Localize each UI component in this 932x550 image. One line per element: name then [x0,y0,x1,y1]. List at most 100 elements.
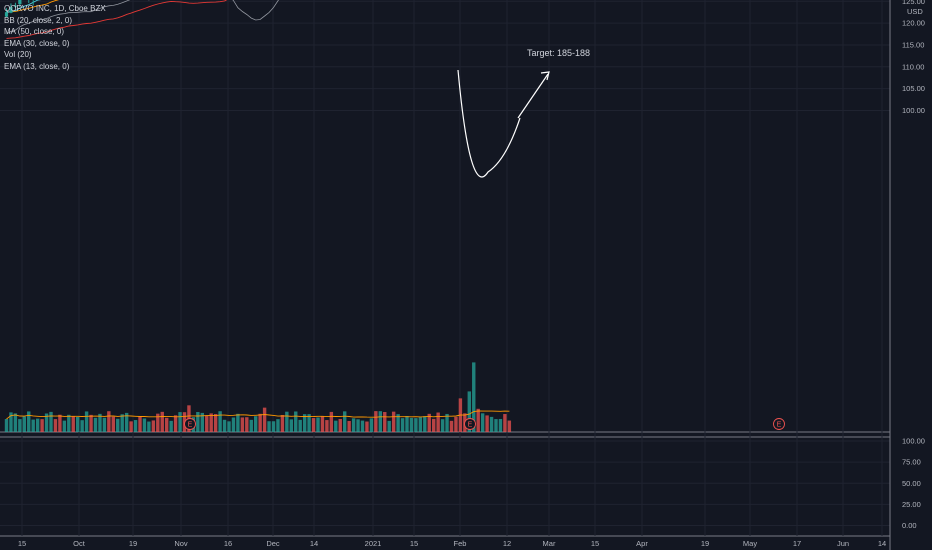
candles [4,0,34,18]
price-tick-label: 105.00 [902,84,925,93]
volume-bar [102,417,107,432]
volume-tick-label: 0.00 [902,521,917,530]
volume-bar [387,420,391,432]
volume-bar [347,421,351,432]
volume-bar [498,418,503,432]
time-tick-label: May [743,539,757,548]
volume-bar [58,414,62,432]
volume-bar [147,421,151,432]
volume-bar [449,420,454,432]
earnings-marker-label: E [468,422,473,429]
volume-tick-label: 100.00 [902,437,925,446]
time-tick-label: 12 [503,539,511,548]
volume-bar [222,419,227,432]
price-axis[interactable]: 195.00190.00185.00180.00175.00170.00165.… [902,0,925,530]
volume-bar [289,419,293,432]
volume-bar [205,415,209,432]
time-tick-label: 2021 [365,539,382,548]
indicator-lines [6,0,510,420]
target-arrow-head [540,71,550,81]
volume-bar [116,418,120,432]
volume-bar [467,391,471,432]
volume-bar [138,416,142,432]
volume-tick-label: 50.00 [902,479,921,488]
volume-bar [89,414,93,432]
earnings-marker [773,418,785,430]
volume-bar [196,412,200,432]
time-tick-label: 19 [129,539,137,548]
volume-bar [316,417,320,432]
volume-bar [40,419,44,432]
legend-ma[interactable]: MA (50, close, 0) [4,27,65,36]
volume-bar [107,411,111,432]
volume-bar [142,418,147,432]
volume-bar [111,416,115,432]
volume-bar [280,415,285,432]
volume-bar [343,411,347,432]
time-tick-label: Mar [543,539,556,548]
volume-bar [405,416,409,432]
volume-bar [213,414,218,432]
volume-bar [200,412,204,432]
volume-bar [369,418,374,432]
volume-bar [133,420,138,432]
volume-bar [351,418,356,432]
volume-bar [49,411,53,432]
volume-bar [9,412,13,432]
volume-bar [249,419,253,432]
volume-bar [267,421,271,432]
volume-bar [480,413,485,432]
volume-bar [98,413,102,432]
volume-bar [236,413,240,432]
volume-bar [31,419,35,432]
volume-bar [503,414,507,432]
volume-bar [76,416,80,432]
volume-bar [396,414,400,432]
volume-bar [489,416,494,432]
volume-bar [271,421,276,432]
target-arrow-line [517,73,549,119]
time-tick-label: Apr [636,539,648,548]
candle-body [13,5,17,7]
volume-bar [409,417,414,432]
volume-bar [472,362,476,432]
volume-bar [294,411,298,432]
currency-label: USD [907,7,923,16]
volume-bar [436,412,440,432]
legend-bb[interactable]: BB (20, close, 2, 0) [4,15,73,25]
legend-title[interactable]: QORVO INC, 1D, Cboe BZX [4,4,106,13]
volume-bar [400,418,405,432]
volume-bar [423,416,427,432]
candle-body [4,12,9,17]
volume-bar [169,420,173,432]
time-tick-label: Oct [73,539,86,548]
volume-bar [445,413,449,432]
price-tick-label: 120.00 [902,19,925,28]
volume-bar [427,413,431,432]
time-tick-label: 15 [591,539,599,548]
legend-ema30[interactable]: EMA (30, close, 0) [4,38,70,48]
time-tick-label: Nov [174,539,188,548]
price-tick-label: 125.00 [902,0,925,6]
time-tick-label: 17 [793,539,801,548]
volume-bar [13,413,18,432]
legend-vol[interactable]: Vol (20) [4,50,32,59]
time-tick-label: Feb [454,539,467,548]
time-tick-label: 19 [701,539,709,548]
time-tick-label: 15 [410,539,418,548]
time-tick-label: 15 [18,539,26,548]
time-tick-label: 16 [224,539,232,548]
volume-bar [173,415,178,432]
volume-bar [311,418,316,432]
volume-bar [231,417,236,432]
volume-bar [374,411,378,432]
volume-bar [53,419,58,432]
volume-bar [418,417,423,432]
volume-bar [414,418,418,432]
volume-bar [18,419,22,432]
legend-ema13[interactable]: EMA (13, close, 0) [4,61,70,71]
time-axis[interactable]: 15 Oct 19 Nov 16 Dec 14 2021 15 Feb 12 Mar 15 Apr 19 Ma… [18,539,886,548]
volume-bar [454,416,458,432]
